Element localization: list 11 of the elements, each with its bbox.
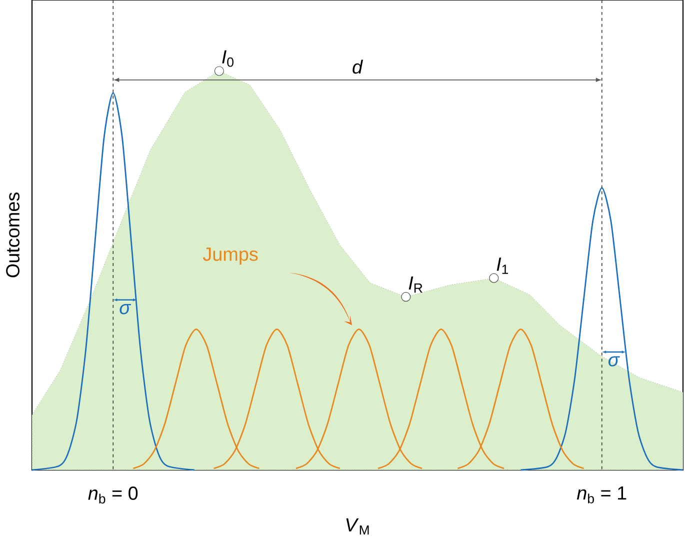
- annotation: I$_{R}$: [408, 276, 422, 293]
- x-axis-title: V$_{M}$: [346, 518, 369, 535]
- annotation: I$_{0}$: [222, 50, 234, 67]
- annotation: σ: [120, 304, 132, 314]
- y-axis-title: Outcomes: [6, 192, 20, 278]
- x-tick-label: n$_{b}$ = 0: [88, 486, 138, 504]
- annotation: σ: [608, 356, 620, 366]
- x-tick-label: n$_{b}$ = 1: [576, 486, 626, 504]
- annotation: Jumps: [202, 248, 258, 265]
- annotation: d: [352, 60, 364, 74]
- annotation: I$_{1}$: [496, 258, 508, 274]
